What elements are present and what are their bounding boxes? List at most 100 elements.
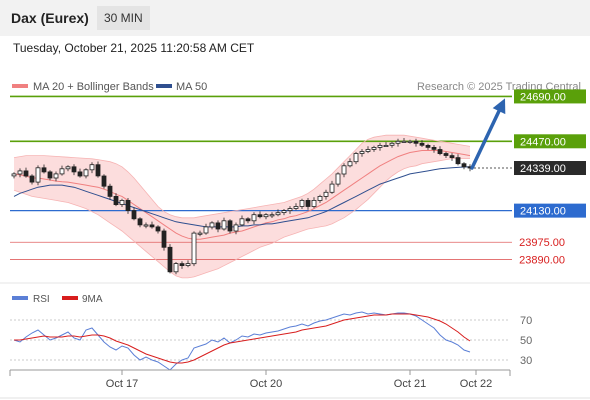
- candle: [113, 193, 119, 207]
- candle-body: [281, 210, 287, 214]
- candle: [311, 197, 317, 209]
- candle-body: [77, 171, 83, 177]
- level-label-support: 24130.00: [520, 206, 566, 218]
- candle: [161, 228, 167, 251]
- candle-body: [161, 230, 167, 248]
- candle-body: [401, 140, 407, 143]
- candle: [29, 174, 35, 185]
- candle-body: [11, 173, 17, 177]
- candle-body: [353, 153, 359, 163]
- rsi-tick-label: 50: [520, 335, 532, 347]
- candle-body: [257, 214, 263, 218]
- candle: [299, 198, 305, 209]
- forecast-arrow-shaft: [470, 104, 503, 170]
- candle: [389, 141, 395, 148]
- candle-body: [185, 263, 191, 267]
- candle: [407, 139, 413, 144]
- candle: [209, 221, 215, 230]
- candle: [245, 217, 251, 224]
- candle-body: [311, 199, 317, 207]
- candle: [395, 138, 401, 147]
- candle: [287, 206, 293, 214]
- candle: [185, 260, 191, 268]
- forecast-layer: [470, 98, 506, 170]
- candle-body: [143, 224, 149, 227]
- candle-body: [299, 199, 305, 207]
- level-label-resistance: 24470.00: [520, 136, 566, 148]
- candle: [83, 168, 89, 179]
- candle: [101, 174, 107, 189]
- candle-body: [413, 140, 419, 144]
- legend-label-ma50: MA 50: [176, 81, 207, 93]
- legend-label-rsi: RSI: [33, 294, 50, 305]
- candle-body: [275, 212, 281, 216]
- candle: [203, 223, 209, 235]
- candle: [137, 217, 143, 228]
- legend-swatch-ma50: [156, 84, 172, 88]
- level-label-bg-current: [514, 161, 586, 176]
- candle-body: [179, 263, 185, 267]
- candle-body: [347, 161, 353, 167]
- candle: [377, 142, 383, 151]
- candle-body: [437, 149, 443, 154]
- candle: [47, 170, 53, 181]
- candle-body: [359, 151, 365, 154]
- candle: [107, 183, 113, 200]
- candle-body: [83, 169, 89, 177]
- candle: [95, 161, 101, 178]
- level-labels-layer: 24690.00 24470.00 24339.00 24130.00 23975.00…: [514, 89, 586, 267]
- candle-body: [149, 224, 155, 228]
- candle-body: [71, 166, 77, 173]
- candle-body: [227, 220, 233, 232]
- candle-body: [287, 208, 293, 212]
- candle-body: [41, 167, 47, 173]
- candle-body: [461, 163, 467, 168]
- timeframe-badge[interactable]: 30 MIN: [97, 6, 150, 30]
- candle: [383, 142, 389, 147]
- candle-body: [29, 175, 35, 183]
- candle: [35, 165, 41, 186]
- candle-body: [137, 218, 143, 226]
- candle: [443, 151, 449, 158]
- candle-body: [233, 224, 239, 232]
- candle: [365, 146, 371, 154]
- candle: [41, 164, 47, 174]
- candle: [281, 209, 287, 216]
- candle-body: [449, 155, 455, 159]
- bollinger-lower-line: [13, 158, 470, 279]
- candle-body: [407, 140, 413, 143]
- bollinger-layer: [14, 135, 470, 278]
- candle-body: [239, 218, 245, 226]
- x-tick-label: Oct 17: [106, 378, 138, 390]
- candle-body: [167, 246, 173, 273]
- candle: [77, 168, 83, 178]
- legend-swatch-rsi: [12, 296, 28, 300]
- datetime-label: Tuesday, October 21, 2025 11:20:58 AM CE…: [13, 41, 255, 55]
- candle-body: [395, 140, 401, 144]
- rsi-layer: 70 50 30: [10, 311, 532, 371]
- candle-body: [125, 199, 131, 211]
- candle-body: [35, 167, 41, 183]
- candle: [149, 221, 155, 229]
- candle-body: [119, 199, 125, 205]
- candle-body: [113, 195, 119, 205]
- candle-body: [95, 164, 101, 177]
- bollinger-upper-line: [13, 134, 471, 219]
- x-tick-label: Oct 21: [394, 378, 426, 390]
- candle-body: [329, 183, 335, 193]
- candle-body: [341, 165, 347, 175]
- candle: [263, 213, 269, 220]
- candle: [71, 164, 77, 176]
- candle: [131, 207, 137, 221]
- candle: [143, 222, 149, 229]
- candle: [173, 262, 179, 275]
- candle-body: [173, 263, 179, 273]
- levels-layer: [10, 95, 512, 260]
- candle: [461, 162, 467, 170]
- candle: [59, 165, 65, 176]
- level-label-minor: 23890.00: [519, 255, 565, 267]
- bollinger-band-fill: [14, 135, 470, 278]
- candle: [449, 153, 455, 161]
